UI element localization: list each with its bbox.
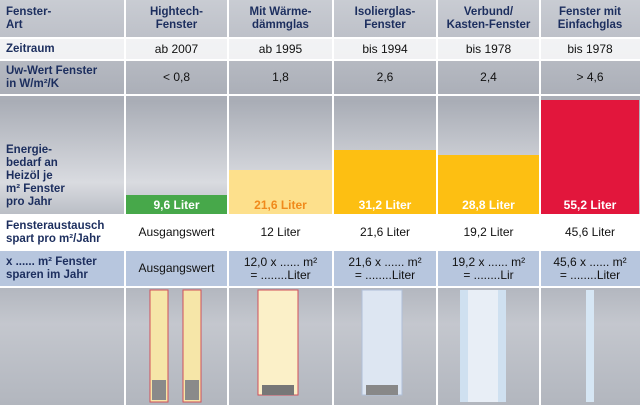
grid-line — [0, 214, 640, 216]
window-types-cell: Hightech- Fenster — [149, 6, 204, 31]
zeitraum-cell: bis 1978 — [567, 41, 613, 56]
window-part — [586, 290, 594, 402]
sparen-cell: 45,6 x ...... m² = ........Liter — [553, 254, 627, 282]
energy-bar — [334, 150, 436, 215]
zeitraum-cell: ab 1995 — [258, 41, 303, 56]
row-label: x ...... m² Fenster sparen im Jahr — [6, 255, 97, 281]
austausch-cell: 45,6 Liter — [564, 225, 616, 239]
energy-bar — [438, 155, 539, 215]
row-label: Fenster- Art — [6, 6, 52, 31]
grid-line — [0, 59, 640, 61]
row-label: Energie- bedarf an Heizöl je m² Fenster … — [6, 144, 65, 208]
sparen-cell: 19,2 x ...... m² = ........Lir — [451, 254, 526, 282]
energy-bar — [229, 170, 332, 215]
grid-line — [0, 286, 640, 288]
energy-label: 21,6 Liter — [254, 198, 307, 212]
zeitraum-cell: ab 2007 — [154, 41, 199, 56]
u-wert-cell: < 0,8 — [162, 70, 191, 84]
sparen-cell: 21,6 x ...... m² = ........Liter — [348, 254, 422, 282]
u-wert-cell: 1,8 — [272, 70, 289, 84]
austausch-cell: 19,2 Liter — [463, 225, 514, 239]
row-label: Fensteraustausch spart pro m²/Jahr — [6, 219, 105, 245]
grid-line — [124, 0, 126, 405]
row-bg — [0, 38, 640, 60]
sparen-cell: Ausgangswert — [138, 261, 215, 275]
window-types-cell: Mit Wärme- dämmglas — [249, 6, 312, 31]
grid-line — [332, 0, 334, 405]
window-part — [460, 290, 468, 402]
austausch-cell: 12 Liter — [260, 225, 301, 239]
window-part — [182, 289, 202, 403]
grid-line — [0, 94, 640, 96]
energy-label: 31,2 Liter — [358, 198, 412, 212]
window-part — [185, 380, 199, 400]
window-part — [366, 385, 398, 395]
row-label: Zeitraum — [6, 42, 55, 55]
window-types-cell: Verbund/ Kasten-Fenster — [446, 6, 531, 31]
window-types-cell: Fenster mit Einfachglas — [557, 6, 623, 31]
grid-line — [227, 0, 229, 405]
window-part — [361, 289, 403, 396]
window-part — [152, 380, 166, 400]
u-wert-cell: 2,6 — [376, 70, 394, 84]
window-types-cell: Isolierglas- Fenster — [354, 6, 416, 31]
zeitraum-cell: bis 1994 — [362, 41, 408, 56]
row-bg — [0, 215, 640, 250]
window-part — [262, 385, 294, 395]
austausch-cell: Ausgangswert — [138, 225, 215, 239]
row-bg — [0, 250, 640, 287]
sparen-cell: 12,0 x ...... m² = ........Liter — [243, 254, 318, 282]
window-part — [498, 290, 506, 402]
row-label: Uw-Wert Fenster in W/m²/K — [6, 64, 98, 90]
window-part — [149, 289, 169, 403]
energy-bar — [126, 195, 227, 215]
window-part — [468, 290, 498, 402]
zeitraum-cell: bis 1978 — [465, 41, 512, 56]
energy-label: 55,2 Liter — [563, 198, 617, 212]
u-wert-cell: > 4,6 — [576, 70, 604, 84]
grid-line — [436, 0, 438, 405]
energy-bar — [541, 100, 639, 215]
energy-label: 9,6 Liter — [153, 198, 200, 212]
grid-line — [539, 0, 541, 405]
window-part — [257, 289, 299, 396]
grid-line — [0, 37, 640, 39]
austausch-cell: 21,6 Liter — [359, 225, 411, 239]
u-wert-cell: 2,4 — [480, 70, 497, 84]
grid-line — [0, 249, 640, 251]
energy-label: 28,8 Liter — [462, 198, 515, 212]
